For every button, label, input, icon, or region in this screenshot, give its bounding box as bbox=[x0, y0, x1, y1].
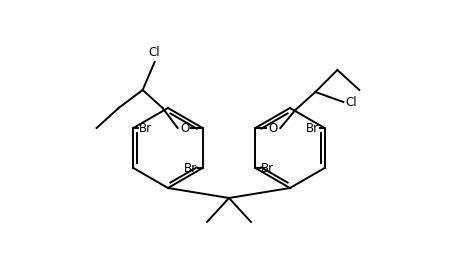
Text: O: O bbox=[180, 121, 189, 135]
Text: Br: Br bbox=[305, 121, 318, 135]
Text: Br: Br bbox=[183, 162, 196, 174]
Text: O: O bbox=[268, 121, 278, 135]
Text: Cl: Cl bbox=[148, 46, 160, 59]
Text: Cl: Cl bbox=[344, 96, 356, 108]
Text: Br: Br bbox=[261, 162, 274, 174]
Text: Br: Br bbox=[139, 121, 152, 135]
